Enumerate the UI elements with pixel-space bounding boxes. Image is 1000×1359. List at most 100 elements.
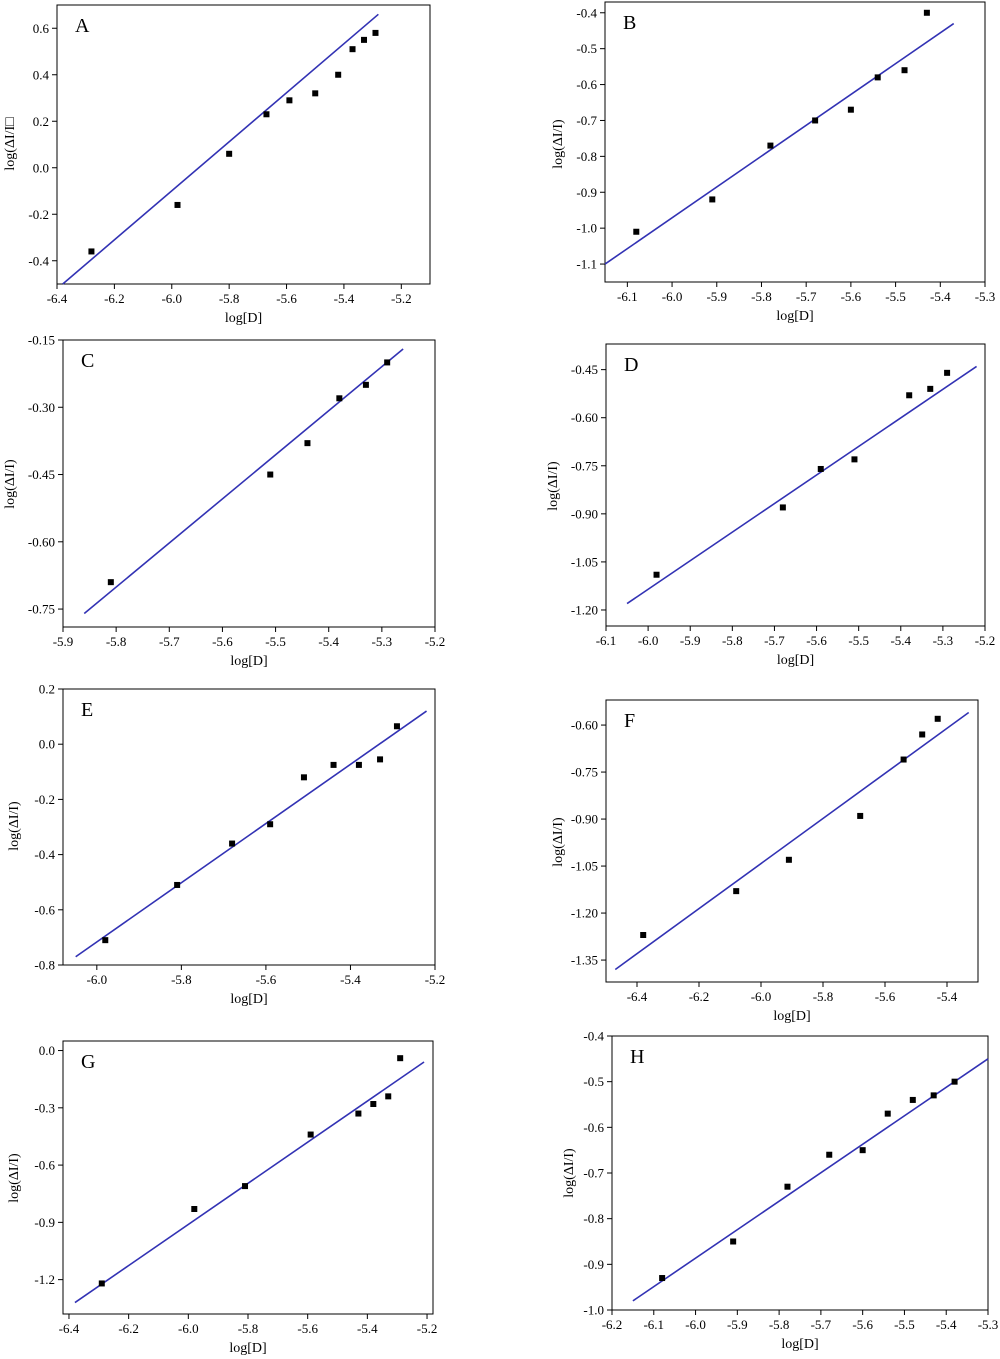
fit-line [62,13,379,285]
y-axis-label: log(ΔI/I) [551,119,566,169]
x-tick-label: -5.5 [894,1317,915,1332]
data-point [859,1147,866,1154]
data-point [767,142,774,149]
y-tick-label: -1.05 [571,859,598,874]
x-tick-label: -5.4 [930,289,951,304]
y-tick-label: -0.4 [576,5,597,20]
panel-h: -6.2 -6.1 -6.0 -5.9 -5.8 -5.7 -5.6 -5.5 -5.4 -5.3… [562,1029,998,1353]
x-tick-label: -5.8 [171,972,192,987]
data-point [355,1110,362,1117]
x-axis-label: log[D] [777,653,814,668]
data-point [951,1078,958,1085]
data-point [361,36,368,43]
y-tick-label: -0.90 [571,506,598,521]
data-point [817,465,824,472]
y-tick-label: -1.0 [583,1303,604,1318]
plot-frame [62,688,436,966]
panel-label: E [81,699,93,721]
x-axis-label: log[D] [773,1009,810,1024]
x-tick-label: -6.2 [118,1321,139,1336]
y-axis-label: log(ΔI/I□ [3,117,18,171]
data-point [900,756,907,763]
panel-f: -6.4 -6.2 -6.0 -5.8 -5.6 -5.4 -1.35 -1.20 -1.05 -… [551,699,979,1024]
y-axis-label: log(ΔI/I) [7,801,22,851]
data-point [785,856,792,863]
data-point [659,1275,666,1282]
x-tick-label: -6.0 [161,291,182,306]
data-point [709,196,716,203]
x-tick-label: -5.8 [238,1321,259,1336]
x-tick-label: -5.8 [813,989,834,1004]
x-tick-label: -5.6 [875,989,896,1004]
y-tick-label: -0.9 [576,185,597,200]
y-tick-label: -1.35 [571,953,598,968]
y-tick-label: 0.2 [33,114,49,129]
x-tick-label: -5.9 [53,634,74,649]
x-tick-label: -5.7 [159,634,180,649]
data-point [384,359,391,366]
y-tick-label: -0.7 [583,1166,604,1181]
x-tick-label: -5.2 [425,634,446,649]
y-tick-label: -0.6 [583,1120,604,1135]
x-tick-label: -6.1 [617,289,638,304]
x-axis-label: log[D] [776,309,813,324]
plot-frame [605,343,986,627]
data-point [229,840,236,847]
x-tick-label: -6.1 [596,633,617,648]
panel-label: B [623,12,636,34]
x-tick-label: -6.0 [751,989,772,1004]
y-tick-label: -0.6 [576,77,597,92]
data-point [98,1280,105,1287]
x-tick-label: -5.2 [975,633,996,648]
panel-label: D [624,354,638,376]
data-point [174,201,181,208]
x-tick-label: -5.8 [722,633,743,648]
x-tick-label: -5.8 [106,634,127,649]
x-tick-label: -5.4 [937,989,958,1004]
y-tick-label: -0.75 [571,458,598,473]
x-tick-label: -5.5 [265,634,286,649]
data-point [355,761,362,768]
x-tick-label: -6.1 [643,1317,664,1332]
x-axis-label: log[D] [230,992,267,1007]
data-point [226,150,233,157]
x-axis-label: log[D] [229,1341,266,1356]
x-tick-label: -5.7 [811,1317,832,1332]
x-tick-label: -5.6 [841,289,862,304]
y-tick-label: -0.75 [571,765,598,780]
panel-label: A [75,15,90,37]
data-point [930,1092,937,1099]
x-tick-label: -5.9 [706,289,727,304]
x-tick-label: -5.4 [936,1317,957,1332]
x-tick-label: -5.6 [212,634,233,649]
y-tick-label: -0.8 [576,149,597,164]
y-tick-label: -0.5 [583,1074,604,1089]
data-point [174,881,181,888]
x-axis-label: log[D] [781,1337,818,1352]
data-point [397,1055,404,1062]
x-tick-label: -6.4 [59,1321,80,1336]
y-tick-label: -0.6 [34,1158,55,1173]
fit-line [632,1058,989,1302]
x-tick-label: -6.2 [689,989,710,1004]
x-tick-label: -6.4 [47,291,68,306]
data-point [330,761,337,768]
y-tick-label: -1.05 [571,554,598,569]
data-point [385,1093,392,1100]
y-tick-label: -0.9 [34,1215,55,1230]
x-tick-label: -5.6 [806,633,827,648]
panel-label: F [624,710,635,732]
data-point [847,106,854,113]
data-point [901,67,908,74]
data-point [857,812,864,819]
x-tick-label: -5.6 [276,291,297,306]
y-axis-label: log(ΔI/I) [551,817,566,867]
y-tick-label: -0.2 [34,792,55,807]
data-point [779,504,786,511]
y-tick-label: 0.0 [33,160,49,175]
x-axis-label: log[D] [230,654,267,669]
x-tick-label: -5.3 [372,634,393,649]
y-tick-label: -0.2 [28,207,49,222]
fit-line [83,348,404,615]
panel-label: G [81,1051,95,1073]
